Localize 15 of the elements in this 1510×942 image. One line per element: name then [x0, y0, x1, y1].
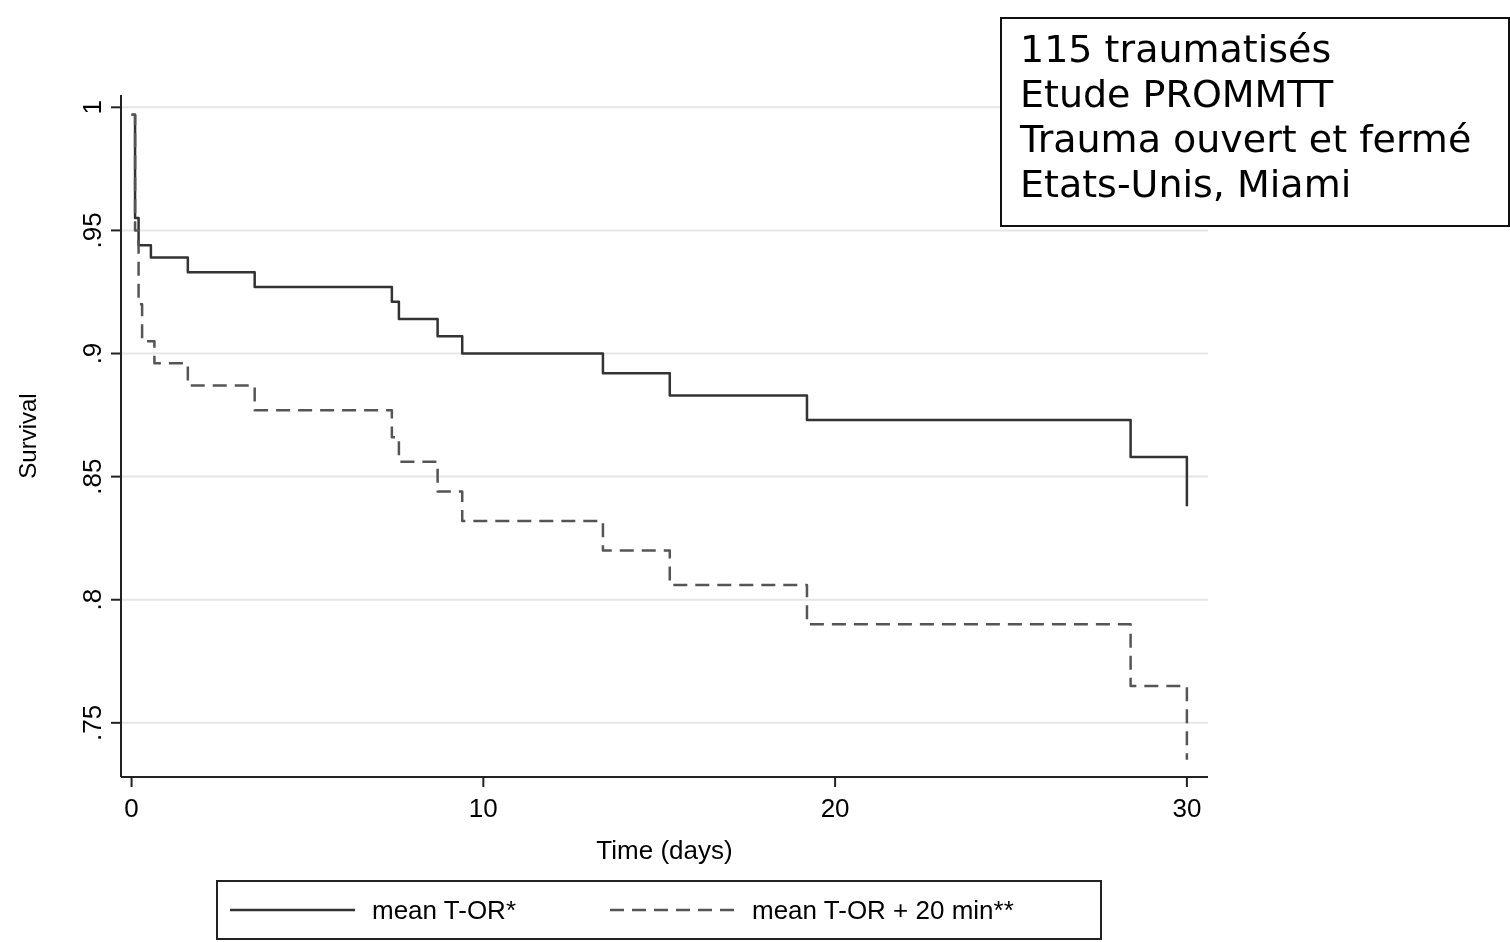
x-tick-label: 30: [1172, 793, 1202, 823]
y-tick-label: .75: [77, 704, 107, 741]
y-tick-label: .8: [77, 588, 107, 611]
legend-label: mean T-OR*: [372, 895, 517, 925]
x-tick-label: 20: [820, 793, 850, 823]
x-axis-title: Time (days): [596, 835, 733, 865]
y-tick-label: .95: [77, 212, 107, 249]
y-tick-label: .9: [77, 342, 107, 365]
y-tick-label: 1: [77, 100, 107, 115]
x-tick-label: 10: [468, 793, 498, 823]
x-tick-label: 0: [124, 793, 139, 823]
legend-label: mean T-OR + 20 min**: [752, 895, 1014, 925]
y-axis-title: Survival: [14, 393, 41, 479]
annotation: 115 traumatisés Etude PROMMTT Trauma ouvert et fermé Etats-Unis, Miami: [1019, 27, 1472, 206]
y-tick-label: .85: [77, 458, 107, 495]
